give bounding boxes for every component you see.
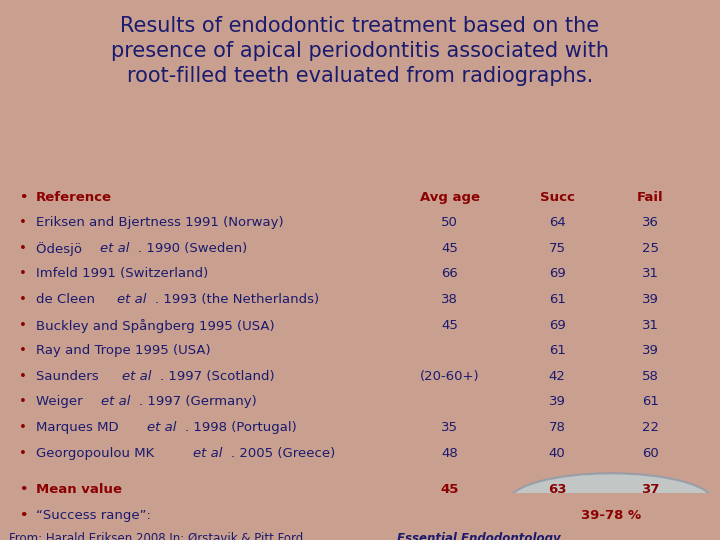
Text: Succ: Succ <box>540 191 575 204</box>
Text: •: • <box>19 191 27 204</box>
Text: Ödesjö: Ödesjö <box>36 242 86 256</box>
Text: . 1997 (Scotland): . 1997 (Scotland) <box>160 370 274 383</box>
Text: . 1997 (Germany): . 1997 (Germany) <box>139 395 257 408</box>
Text: et al: et al <box>117 293 146 306</box>
Text: . 1990 (Sweden): . 1990 (Sweden) <box>138 242 248 255</box>
Text: 40: 40 <box>549 447 566 460</box>
Text: •: • <box>19 509 27 522</box>
Text: •: • <box>19 242 27 255</box>
Text: et al: et al <box>100 242 130 255</box>
Text: 48: 48 <box>441 447 458 460</box>
Text: (20-60+): (20-60+) <box>420 370 480 383</box>
Text: 69: 69 <box>549 267 566 280</box>
Text: . 1993 (the Netherlands): . 1993 (the Netherlands) <box>155 293 319 306</box>
Ellipse shape <box>509 474 714 530</box>
Text: Weiger: Weiger <box>36 395 86 408</box>
Text: •: • <box>19 421 27 434</box>
Text: •: • <box>19 344 27 357</box>
Text: 45: 45 <box>441 483 459 496</box>
Text: •: • <box>19 319 27 332</box>
Text: Saunders: Saunders <box>36 370 103 383</box>
Text: Buckley and Spångberg 1995 (USA): Buckley and Spångberg 1995 (USA) <box>36 319 274 333</box>
Text: 61: 61 <box>642 395 659 408</box>
Text: Marques MD: Marques MD <box>36 421 122 434</box>
Text: •: • <box>19 293 27 306</box>
Text: 61: 61 <box>549 344 566 357</box>
Text: . 2005 (Greece): . 2005 (Greece) <box>231 447 336 460</box>
Text: 64: 64 <box>549 217 566 230</box>
Text: 31: 31 <box>642 267 659 280</box>
Text: 61: 61 <box>549 293 566 306</box>
Text: 35: 35 <box>441 421 458 434</box>
Text: et al: et al <box>148 421 177 434</box>
Text: 38: 38 <box>441 293 458 306</box>
Text: 78: 78 <box>549 421 566 434</box>
Text: 39: 39 <box>549 395 566 408</box>
Text: Results of endodontic treatment based on the
presence of apical periodontitis as: Results of endodontic treatment based on… <box>111 16 609 86</box>
Text: 25: 25 <box>642 242 659 255</box>
Text: et al: et al <box>102 395 130 408</box>
Text: Avg age: Avg age <box>420 191 480 204</box>
Text: 45: 45 <box>441 319 458 332</box>
Text: 37: 37 <box>642 483 660 496</box>
Text: •: • <box>19 395 27 408</box>
Text: 39-78 %: 39-78 % <box>581 509 641 522</box>
Text: 36: 36 <box>642 217 659 230</box>
Text: 45: 45 <box>441 242 458 255</box>
Text: •: • <box>19 370 27 383</box>
Text: 50: 50 <box>441 217 458 230</box>
Text: •: • <box>19 483 27 496</box>
Text: 69: 69 <box>549 319 566 332</box>
Text: Reference: Reference <box>36 191 112 204</box>
Text: 63: 63 <box>548 483 567 496</box>
Text: 60: 60 <box>642 447 659 460</box>
Text: From: Harald Eriksen 2008 In: Ørstavik & Pitt Ford,: From: Harald Eriksen 2008 In: Ørstavik &… <box>9 531 307 540</box>
Text: •: • <box>19 447 27 460</box>
Text: 66: 66 <box>441 267 458 280</box>
Text: et al: et al <box>122 370 151 383</box>
Text: de Cleen: de Cleen <box>36 293 99 306</box>
Text: “Success range”:: “Success range”: <box>36 509 150 522</box>
Text: Imfeld 1991 (Switzerland): Imfeld 1991 (Switzerland) <box>36 267 208 280</box>
Text: Essential Endodontology: Essential Endodontology <box>397 531 561 540</box>
Text: 58: 58 <box>642 370 659 383</box>
Text: et al: et al <box>193 447 222 460</box>
Text: 75: 75 <box>549 242 566 255</box>
Text: Mean value: Mean value <box>36 483 122 496</box>
Text: 39: 39 <box>642 344 659 357</box>
Text: •: • <box>19 217 27 230</box>
Text: Fail: Fail <box>637 191 664 204</box>
Text: . 1998 (Portugal): . 1998 (Portugal) <box>185 421 297 434</box>
Text: Georgopoulou MK: Georgopoulou MK <box>36 447 158 460</box>
Text: Ray and Trope 1995 (USA): Ray and Trope 1995 (USA) <box>36 344 210 357</box>
Text: Eriksen and Bjertness 1991 (Norway): Eriksen and Bjertness 1991 (Norway) <box>36 217 284 230</box>
Text: 42: 42 <box>549 370 566 383</box>
Text: 22: 22 <box>642 421 659 434</box>
Text: •: • <box>19 267 27 280</box>
Text: 39: 39 <box>642 293 659 306</box>
Text: 31: 31 <box>642 319 659 332</box>
